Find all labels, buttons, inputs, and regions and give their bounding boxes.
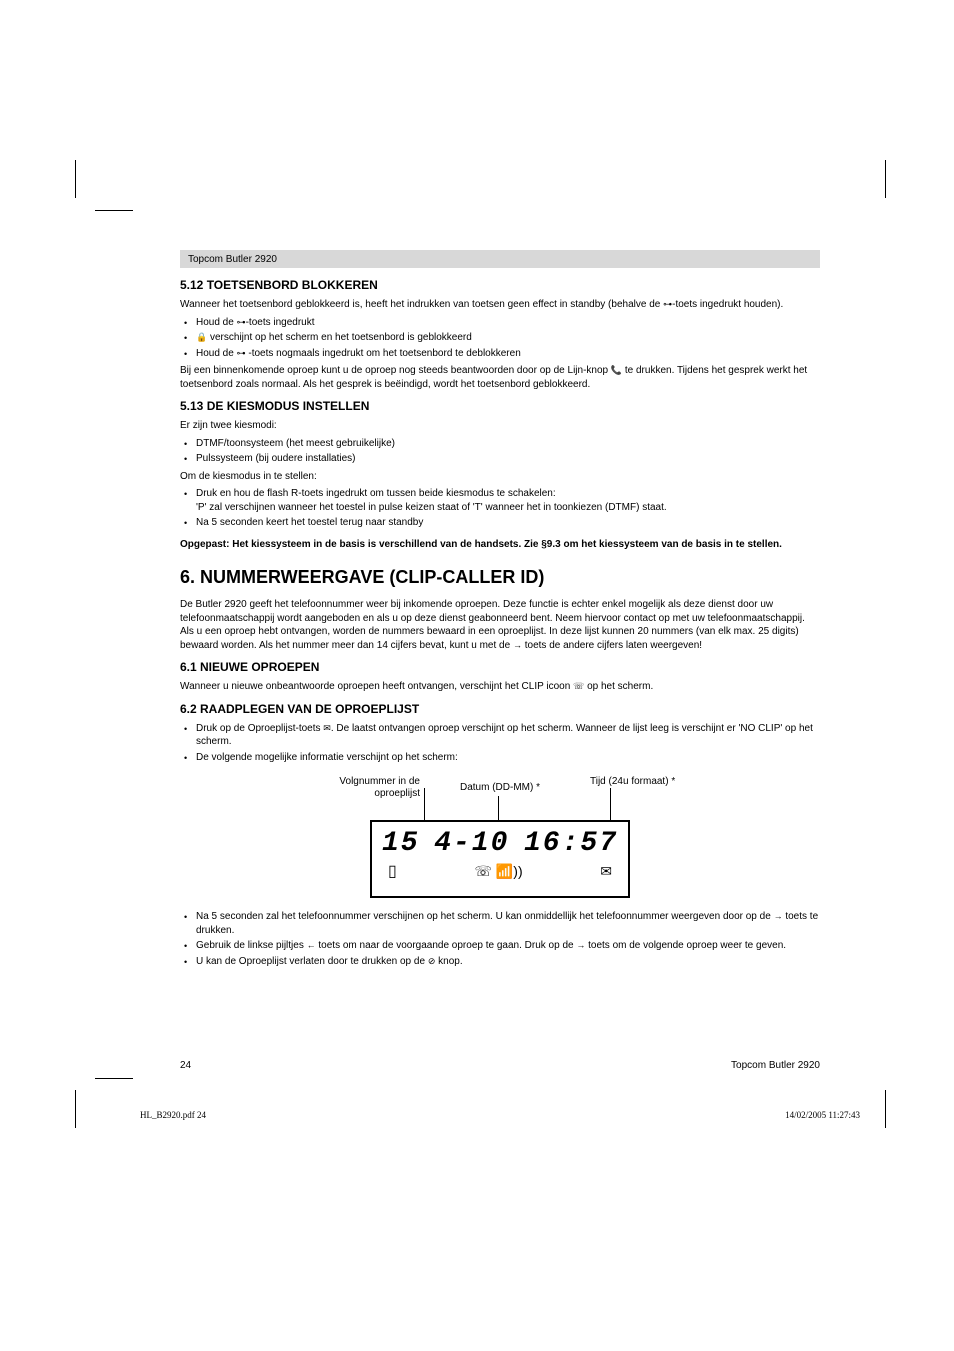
lock-icon: 🔒 xyxy=(196,332,207,342)
right-arrow-icon: → xyxy=(576,940,585,950)
print-file: HL_B2920.pdf 24 xyxy=(140,1110,206,1120)
right-arrow-icon: → xyxy=(774,911,783,921)
lcd-date: 4-10 xyxy=(434,828,509,859)
s512-p1: Wanneer het toetsenbord geblokkeerd is, … xyxy=(180,298,820,312)
lcd-screen: 15 4-10 16:57 ▯ ☏ 📶)) ✉ xyxy=(370,820,630,898)
section-5-13-title: 5.13 DE KIESMODUS INSTELLEN xyxy=(180,399,820,413)
battery-icon: ▯ xyxy=(388,861,397,881)
s512-b2: 🔒 verschijnt op het scherm en het toetse… xyxy=(180,331,820,345)
print-footer: HL_B2920.pdf 24 14/02/2005 11:27:43 xyxy=(140,1110,860,1120)
key-icon: ⊶ xyxy=(237,348,246,358)
clip-icon: ☏ xyxy=(573,681,584,691)
page-number: 24 xyxy=(180,1060,191,1071)
s62-b1: Druk op de Oproeplijst-toets ✉. De laats… xyxy=(180,722,820,749)
s512-list: Houd de ⊶-toets ingedrukt 🔒 verschijnt o… xyxy=(180,316,820,361)
s62-b4: Gebruik de linkse pijltjes ← toets om na… xyxy=(180,939,820,953)
s512-b1: Houd de ⊶-toets ingedrukt xyxy=(180,316,820,330)
crop-mark xyxy=(885,160,886,198)
chapter-6-title: 6. NUMMERWEERGAVE (CLIP-CALLER ID) xyxy=(180,567,820,588)
s62-b5: U kan de Oproeplijst verlaten door te dr… xyxy=(180,955,820,969)
s61-p1: Wanneer u nieuwe onbeantwoorde oproepen … xyxy=(180,680,820,694)
print-datetime: 14/02/2005 11:27:43 xyxy=(785,1110,860,1120)
pointer xyxy=(424,788,425,820)
pointer xyxy=(498,796,499,820)
signal-icon: ☏ 📶)) xyxy=(474,863,522,880)
header-product: Topcom Butler 2920 xyxy=(188,254,277,265)
lcd-label-time: Tijd (24u formaat) * xyxy=(590,776,675,788)
section-5-12-title: 5.12 TOETSENBORD BLOKKEREN xyxy=(180,278,820,292)
s512-p2: Bij een binnenkomende oproep kunt u de o… xyxy=(180,364,820,391)
handset-icon: 📞 xyxy=(611,365,622,375)
s513-b4: Na 5 seconden keert het toestel terug na… xyxy=(180,516,820,530)
crop-mark xyxy=(75,160,76,198)
s513-list1: DTMF/toonsysteem (het meest gebruikelijk… xyxy=(180,437,820,466)
s513-p1: Er zijn twee kiesmodi: xyxy=(180,419,820,433)
header-bar: Topcom Butler 2920 xyxy=(180,250,820,268)
envelope-icon: ✉ xyxy=(600,863,612,880)
section-6-1-title: 6.1 NIEUWE OPROEPEN xyxy=(180,660,820,674)
s513-b3: Druk en hou de flash R-toets ingedrukt o… xyxy=(180,487,820,514)
envelope-icon: ✉ xyxy=(323,723,331,733)
section-6-2-title: 6.2 RAADPLEGEN VAN DE OPROEPLIJST xyxy=(180,702,820,716)
left-arrow-icon: ← xyxy=(307,940,316,950)
s513-b2: Pulssysteem (bij oudere installaties) xyxy=(180,452,820,466)
lcd-seq: 15 xyxy=(382,828,420,859)
lcd-diagram: Volgnummer in de oproeplijst Datum (DD-M… xyxy=(320,776,680,898)
key-icon: ⊶ xyxy=(663,299,672,309)
s513-p2: Om de kiesmodus in te stellen: xyxy=(180,470,820,484)
pointer xyxy=(610,788,611,820)
s62-list1: Druk op de Oproeplijst-toets ✉. De laats… xyxy=(180,722,820,765)
crop-mark xyxy=(885,1090,886,1128)
s513-list2: Druk en hou de flash R-toets ingedrukt o… xyxy=(180,487,820,530)
crop-mark xyxy=(95,210,133,211)
s62-b2: De volgende mogelijke informatie verschi… xyxy=(180,751,820,765)
crop-mark xyxy=(95,1078,133,1079)
page-footer: 24 Topcom Butler 2920 xyxy=(180,1060,820,1071)
page-content: Topcom Butler 2920 5.12 TOETSENBORD BLOK… xyxy=(180,250,820,972)
s513-warning: Opgepast: Het kiessysteem in de basis is… xyxy=(180,538,820,552)
s513-b1: DTMF/toonsysteem (het meest gebruikelijk… xyxy=(180,437,820,451)
lcd-time: 16:57 xyxy=(524,828,618,859)
right-arrow-icon: → xyxy=(513,640,522,650)
s62-b3: Na 5 seconden zal het telefoonnummer ver… xyxy=(180,910,820,937)
lcd-label-date: Datum (DD-MM) * xyxy=(460,782,540,794)
s62-list2: Na 5 seconden zal het telefoonnummer ver… xyxy=(180,910,820,968)
lcd-label-seq: Volgnummer in de oproeplijst xyxy=(310,776,420,800)
s512-b3: Houd de ⊶ -toets nogmaals ingedrukt om h… xyxy=(180,347,820,361)
ch6-p1: De Butler 2920 geeft het telefoonnummer … xyxy=(180,598,820,652)
key-icon: ⊶ xyxy=(237,317,246,327)
footer-product: Topcom Butler 2920 xyxy=(731,1060,820,1071)
crop-mark xyxy=(75,1090,76,1128)
